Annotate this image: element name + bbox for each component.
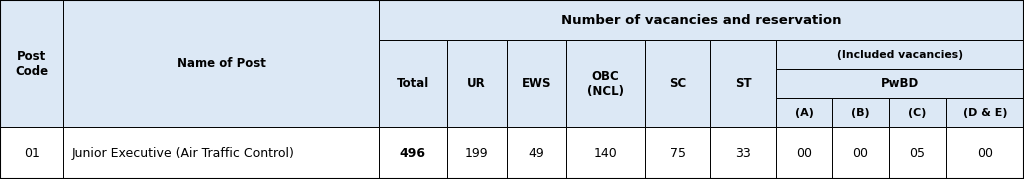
Bar [645, 40, 711, 127]
Bar [889, 98, 945, 127]
Text: SC: SC [669, 77, 686, 90]
Bar [446, 40, 507, 127]
Text: 00: 00 [796, 147, 812, 159]
Text: 33: 33 [735, 147, 751, 159]
Text: 00: 00 [977, 147, 993, 159]
Text: 199: 199 [465, 147, 488, 159]
Text: 75: 75 [670, 147, 686, 159]
Text: (A): (A) [795, 108, 813, 118]
Bar [889, 127, 945, 179]
Bar [711, 127, 775, 179]
Bar [775, 69, 1024, 98]
Text: UR: UR [467, 77, 486, 90]
Text: Total: Total [396, 77, 429, 90]
Bar [566, 40, 645, 127]
Bar [379, 0, 1024, 40]
Bar [711, 40, 775, 127]
Text: (C): (C) [908, 108, 927, 118]
Text: (D & E): (D & E) [963, 108, 1007, 118]
Text: 49: 49 [528, 147, 545, 159]
Bar [507, 40, 566, 127]
Bar [833, 127, 889, 179]
Text: Name of Post: Name of Post [177, 57, 265, 70]
Text: 496: 496 [399, 147, 426, 159]
Text: Post
Code: Post Code [15, 50, 48, 78]
Bar [63, 0, 379, 127]
Text: 01: 01 [24, 147, 40, 159]
Bar [0, 0, 63, 127]
Bar [507, 127, 566, 179]
Bar [446, 127, 507, 179]
Bar [775, 127, 833, 179]
Text: 05: 05 [909, 147, 926, 159]
Text: (B): (B) [851, 108, 870, 118]
Bar [775, 98, 833, 127]
Bar [945, 127, 1024, 179]
Bar [379, 40, 446, 127]
Bar [645, 127, 711, 179]
Text: PwBD: PwBD [881, 77, 919, 90]
Bar [0, 127, 63, 179]
Text: EWS: EWS [522, 77, 551, 90]
Text: (Included vacancies): (Included vacancies) [837, 50, 963, 60]
Bar [379, 127, 446, 179]
Bar [833, 98, 889, 127]
Bar [63, 127, 379, 179]
Text: 140: 140 [594, 147, 617, 159]
Bar [775, 40, 1024, 69]
Text: ST: ST [734, 77, 752, 90]
Bar [566, 127, 645, 179]
Text: OBC
(NCL): OBC (NCL) [587, 70, 625, 98]
Bar [945, 98, 1024, 127]
Text: Junior Executive (Air Traffic Control): Junior Executive (Air Traffic Control) [72, 147, 294, 159]
Text: Number of vacancies and reservation: Number of vacancies and reservation [561, 14, 842, 27]
Text: 00: 00 [853, 147, 868, 159]
